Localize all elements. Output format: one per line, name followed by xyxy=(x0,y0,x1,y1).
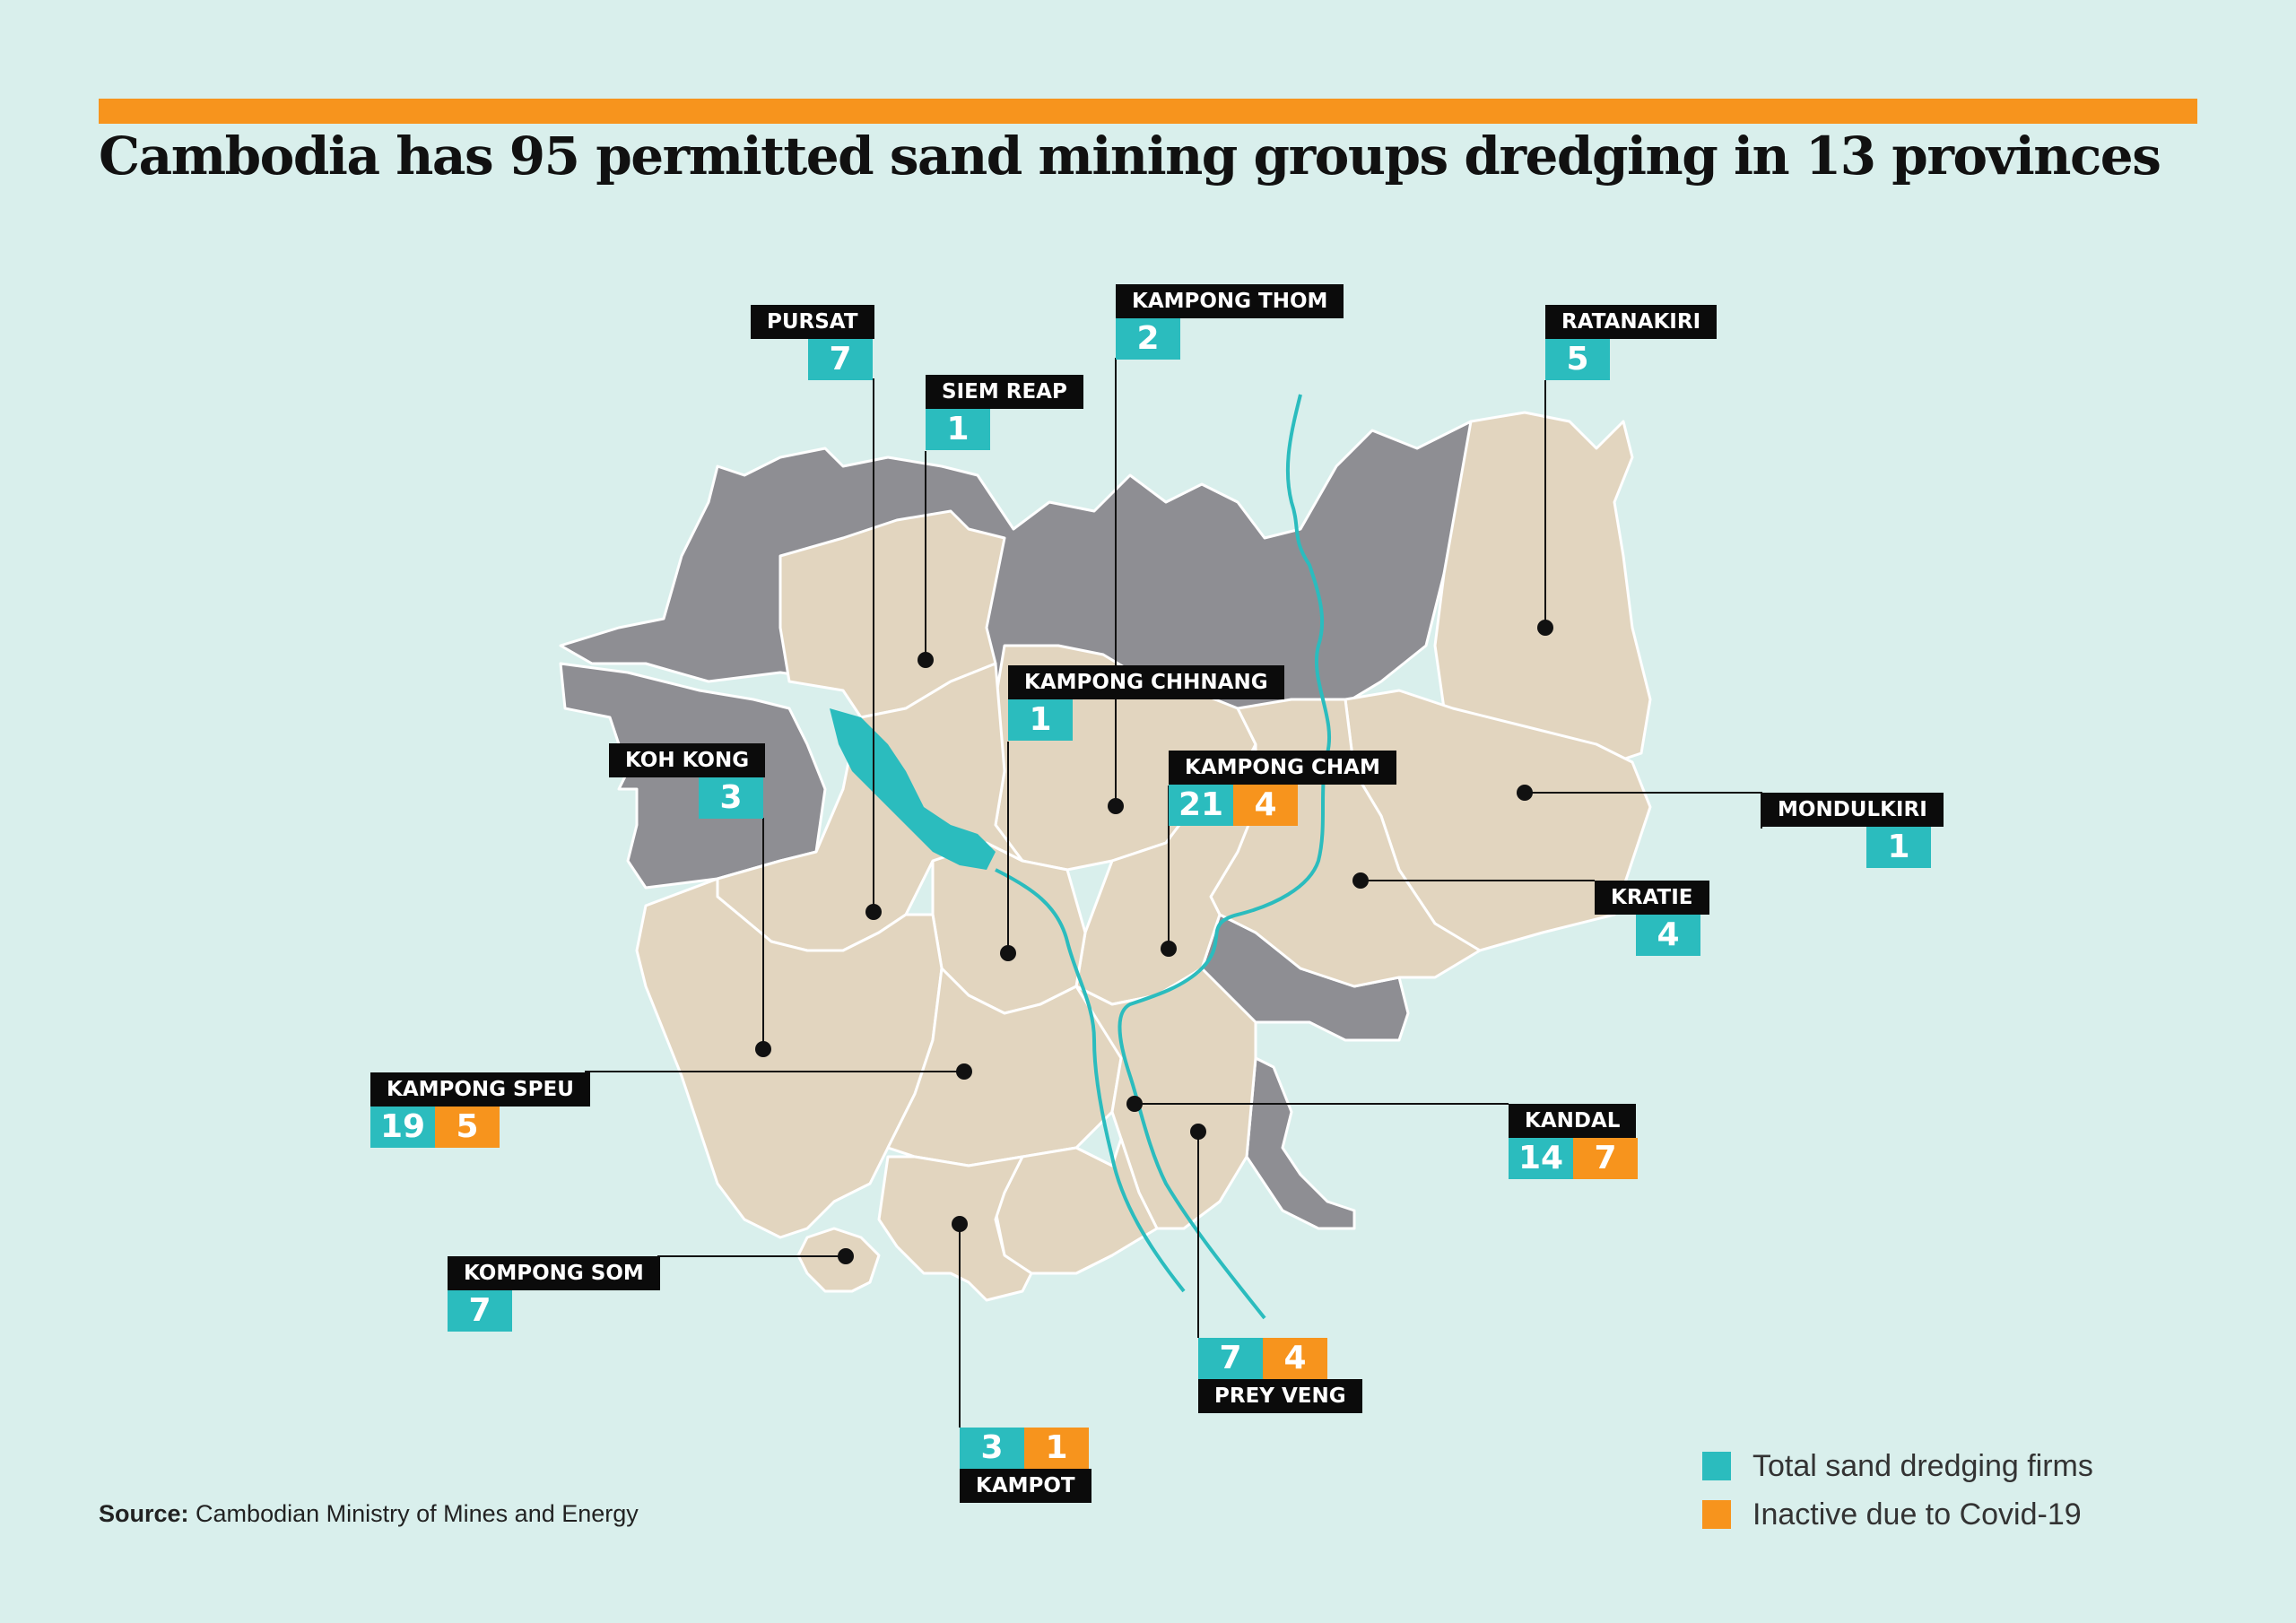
legend-item-total: Total sand dredging firms xyxy=(1702,1442,2093,1490)
province-name: KAMPONG THOM xyxy=(1116,284,1344,318)
label-ratanakiri: RATANAKIRI 5 xyxy=(1545,305,1718,380)
inactive-count: 4 xyxy=(1233,785,1298,826)
total-count: 5 xyxy=(1545,339,1610,380)
province-name: KAMPOT xyxy=(960,1469,1091,1503)
province-name: KOMPONG SOM xyxy=(448,1256,660,1290)
label-kampong-cham: KAMPONG CHAM 21 4 xyxy=(1169,751,1396,826)
label-kratie: KRATIE 4 xyxy=(1595,881,1709,956)
total-count: 3 xyxy=(960,1428,1024,1469)
legend-label-inactive: Inactive due to Covid-19 xyxy=(1752,1497,2082,1532)
waterways xyxy=(830,394,1332,1320)
marker-siem-reap xyxy=(918,652,934,668)
tonle-sap-lake xyxy=(830,708,996,870)
total-count: 1 xyxy=(1866,827,1931,868)
label-kampong-speu: KAMPONG SPEU 19 5 xyxy=(370,1072,590,1148)
province-name: RATANAKIRI xyxy=(1545,305,1718,339)
source-text: Cambodian Ministry of Mines and Energy xyxy=(196,1500,639,1527)
inactive-count: 4 xyxy=(1263,1338,1327,1379)
label-koh-kong: KOH KONG 3 xyxy=(609,743,766,819)
inactive-count: 1 xyxy=(1024,1428,1089,1469)
marker-kampong-chhnang xyxy=(1000,945,1016,961)
label-mondulkiri: MONDULKIRI 1 xyxy=(1761,793,1944,868)
marker-kampong-speu xyxy=(956,1063,972,1080)
marker-prey-veng xyxy=(1190,1124,1206,1140)
province-name: KAMPONG CHHNANG xyxy=(1008,665,1284,699)
label-kampot: 3 1 KAMPOT xyxy=(960,1428,1091,1503)
total-count: 14 xyxy=(1509,1138,1573,1179)
marker-ratanakiri xyxy=(1537,620,1553,636)
label-kampong-thom: KAMPONG THOM 2 xyxy=(1116,284,1344,360)
total-count: 1 xyxy=(1008,699,1073,741)
marker-kandal xyxy=(1126,1096,1143,1112)
legend-swatch-total xyxy=(1702,1452,1731,1480)
province-name: KOH KONG xyxy=(609,743,766,777)
label-kampong-chhnang: KAMPONG CHHNANG 1 xyxy=(1008,665,1284,741)
marker-kampong-thom xyxy=(1108,798,1124,814)
permitted-provinces xyxy=(635,411,1652,1302)
province-markers xyxy=(755,620,1553,1264)
legend-label-total: Total sand dredging firms xyxy=(1752,1448,2093,1483)
marker-kratie xyxy=(1352,872,1369,889)
page-title: Cambodia has 95 permitted sand mining gr… xyxy=(99,126,2161,187)
province-name: PURSAT xyxy=(751,305,874,339)
marker-kompong-som xyxy=(838,1248,854,1264)
accent-bar xyxy=(99,99,2197,124)
mekong-river xyxy=(1118,394,1332,1320)
inactive-count: 7 xyxy=(1573,1138,1638,1179)
total-count: 2 xyxy=(1116,318,1180,360)
marker-pursat xyxy=(865,904,882,920)
province-name: KANDAL xyxy=(1509,1104,1637,1138)
total-count: 1 xyxy=(926,409,990,450)
province-name: MONDULKIRI xyxy=(1761,793,1944,827)
marker-koh-kong xyxy=(755,1041,771,1057)
label-kandal: KANDAL 14 7 xyxy=(1509,1104,1638,1179)
marker-kampong-cham xyxy=(1161,941,1177,957)
province-name: SIEM REAP xyxy=(926,375,1083,409)
bassac-river xyxy=(995,868,1186,1293)
source-label: Source: xyxy=(99,1500,189,1527)
label-kompong-som: KOMPONG SOM 7 xyxy=(448,1256,660,1332)
total-count: 7 xyxy=(1198,1338,1263,1379)
province-name: KAMPONG CHAM xyxy=(1169,751,1396,785)
province-name: KRATIE xyxy=(1595,881,1709,915)
marker-kampot xyxy=(952,1216,968,1232)
inactive-count: 5 xyxy=(435,1107,500,1148)
leader-lines xyxy=(585,358,1762,1428)
label-pursat: PURSAT 7 xyxy=(751,305,874,380)
label-prey-veng: 7 4 PREY VENG xyxy=(1198,1338,1362,1413)
province-name: KAMPONG SPEU xyxy=(370,1072,590,1107)
label-siem-reap: SIEM REAP 1 xyxy=(926,375,1083,450)
total-count: 19 xyxy=(370,1107,435,1148)
total-count: 7 xyxy=(808,339,873,380)
total-count: 3 xyxy=(699,777,763,819)
marker-mondulkiri xyxy=(1517,785,1533,801)
legend: Total sand dredging firms Inactive due t… xyxy=(1702,1442,2093,1539)
total-count: 21 xyxy=(1169,785,1233,826)
source-note: Source: Cambodian Ministry of Mines and … xyxy=(99,1500,639,1528)
total-count: 4 xyxy=(1636,915,1700,956)
total-count: 7 xyxy=(448,1290,512,1332)
legend-item-inactive: Inactive due to Covid-19 xyxy=(1702,1490,2093,1539)
legend-swatch-inactive xyxy=(1702,1500,1731,1529)
province-name: PREY VENG xyxy=(1198,1379,1362,1413)
